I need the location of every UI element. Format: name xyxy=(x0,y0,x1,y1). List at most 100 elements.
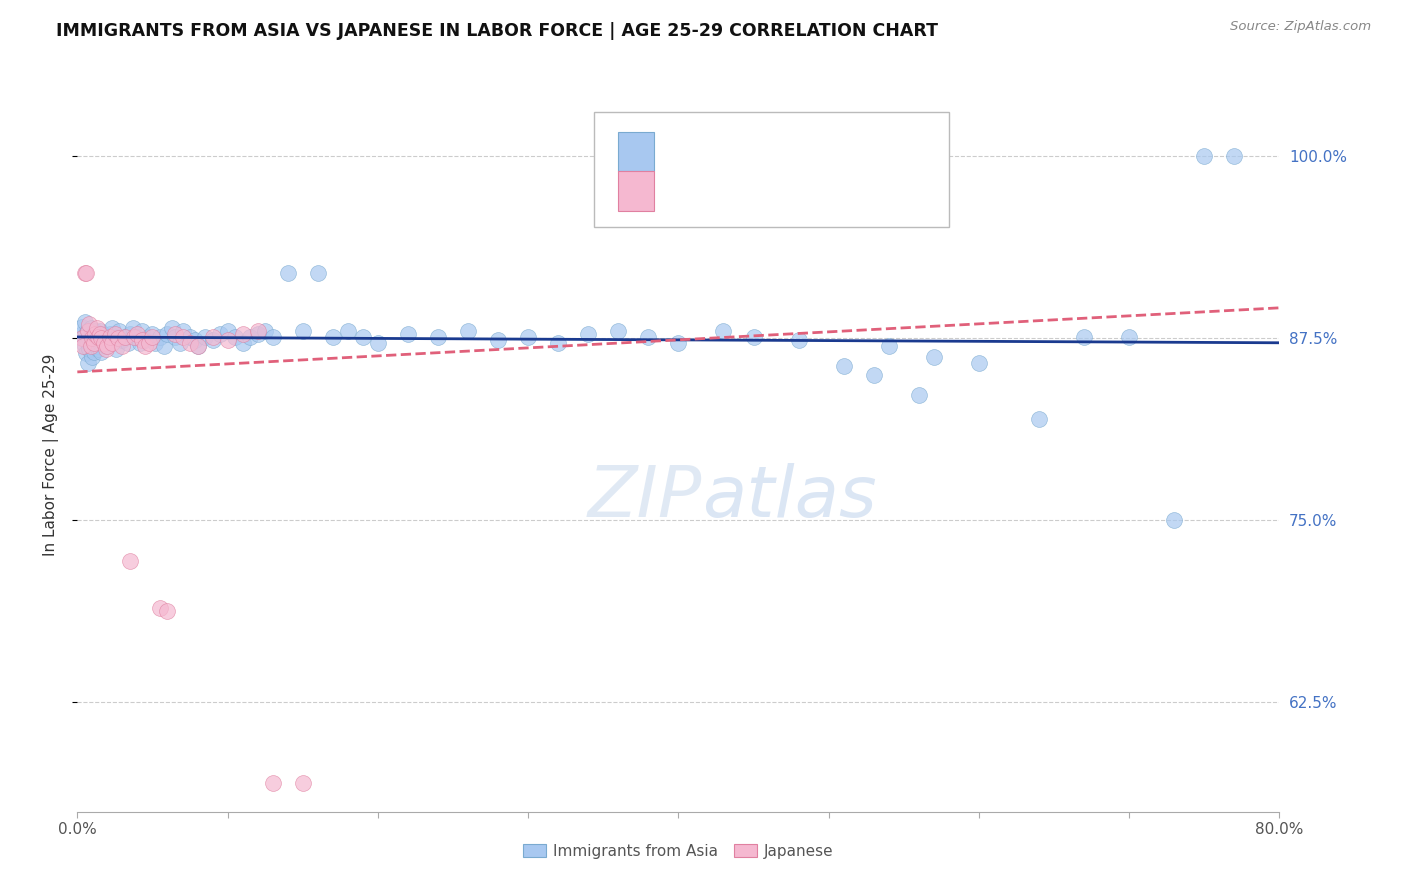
Point xyxy=(118,326,141,341)
Point xyxy=(96,339,118,353)
Point xyxy=(232,326,254,341)
Point xyxy=(1028,411,1050,425)
Point xyxy=(232,335,254,350)
Point xyxy=(246,326,269,341)
Point xyxy=(79,331,101,345)
Point xyxy=(72,331,94,345)
Point xyxy=(82,351,104,365)
Point xyxy=(396,326,419,341)
Point xyxy=(153,339,176,353)
Point xyxy=(100,330,122,344)
Point xyxy=(172,330,194,344)
Point xyxy=(73,266,96,280)
Point xyxy=(94,339,117,353)
Point xyxy=(89,335,111,350)
Point xyxy=(576,326,599,341)
Point xyxy=(134,339,156,353)
Point xyxy=(75,326,97,341)
Point xyxy=(76,356,98,370)
Point xyxy=(70,331,93,345)
Text: R = -0.004   N = 103: R = -0.004 N = 103 xyxy=(669,143,866,161)
Point xyxy=(201,333,224,347)
Point xyxy=(307,266,329,280)
Point xyxy=(517,330,540,344)
Point xyxy=(547,335,569,350)
Point xyxy=(156,326,179,341)
Point xyxy=(1073,330,1095,344)
Point xyxy=(136,330,159,344)
Text: atlas: atlas xyxy=(703,463,877,533)
Point xyxy=(194,330,217,344)
Point xyxy=(124,330,146,344)
Point xyxy=(262,330,284,344)
Point xyxy=(291,775,314,789)
Text: R =  0.061   N =  42: R = 0.061 N = 42 xyxy=(669,182,859,200)
Point xyxy=(79,317,101,331)
Point xyxy=(209,326,232,341)
Point xyxy=(83,334,105,349)
Point xyxy=(254,324,277,338)
Point xyxy=(179,330,201,344)
Point xyxy=(70,326,93,341)
Point xyxy=(84,324,107,338)
Point xyxy=(131,333,153,347)
Point xyxy=(336,324,359,338)
Point xyxy=(713,324,735,338)
Point xyxy=(172,324,194,338)
Point xyxy=(217,333,239,347)
Point xyxy=(76,324,98,338)
Point xyxy=(877,339,900,353)
Point xyxy=(122,321,145,335)
Point xyxy=(922,351,945,365)
Point xyxy=(80,330,103,344)
Point xyxy=(101,335,124,350)
Point xyxy=(86,321,108,335)
Point xyxy=(787,333,810,347)
Point xyxy=(117,335,139,350)
Point xyxy=(75,266,97,280)
Point xyxy=(322,330,344,344)
Point xyxy=(291,324,314,338)
Point xyxy=(111,339,134,353)
Point xyxy=(239,330,262,344)
Point xyxy=(138,335,160,350)
Point xyxy=(141,326,163,341)
Point xyxy=(367,335,389,350)
Point xyxy=(1118,330,1140,344)
Point xyxy=(111,333,134,347)
Legend: Immigrants from Asia, Japanese: Immigrants from Asia, Japanese xyxy=(517,838,839,864)
Bar xyxy=(619,132,654,171)
Point xyxy=(73,339,96,353)
Point xyxy=(82,328,104,343)
Point xyxy=(86,339,108,353)
Point xyxy=(908,388,931,402)
Point xyxy=(108,324,131,338)
Point xyxy=(114,330,136,344)
Point xyxy=(84,326,107,341)
Point xyxy=(183,333,205,347)
Point xyxy=(118,554,141,568)
Point xyxy=(90,331,112,345)
Point xyxy=(70,319,93,334)
Point xyxy=(90,344,112,359)
Point xyxy=(83,344,105,359)
Point xyxy=(89,326,111,341)
Point xyxy=(163,326,186,341)
Text: IMMIGRANTS FROM ASIA VS JAPANESE IN LABOR FORCE | AGE 25-29 CORRELATION CHART: IMMIGRANTS FROM ASIA VS JAPANESE IN LABO… xyxy=(56,22,938,40)
Point xyxy=(105,342,128,356)
Point xyxy=(129,335,152,350)
Point xyxy=(73,315,96,329)
Point xyxy=(1163,513,1185,527)
Point xyxy=(96,330,118,344)
Point xyxy=(862,368,884,382)
Point xyxy=(127,330,149,344)
Point xyxy=(1194,149,1216,163)
Point xyxy=(80,321,103,335)
Point xyxy=(149,330,172,344)
Point xyxy=(1358,330,1381,344)
Point xyxy=(80,339,103,353)
Point xyxy=(145,335,167,350)
Point xyxy=(967,356,990,370)
Point xyxy=(457,324,479,338)
Point xyxy=(76,335,98,350)
